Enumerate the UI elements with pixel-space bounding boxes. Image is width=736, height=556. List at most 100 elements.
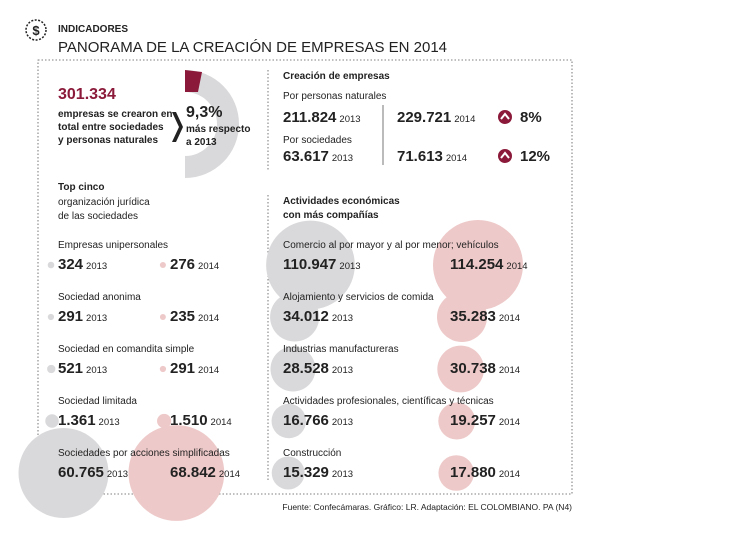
value-year: 2014 <box>454 114 475 125</box>
value: 34.012 2013 <box>283 308 353 325</box>
section-subtitle: de las sociedades <box>58 211 138 222</box>
up-chevron <box>500 151 510 159</box>
value: 28.528 2013 <box>283 360 353 377</box>
value: 114.254 2014 <box>450 256 528 273</box>
value-number: 68.842 <box>170 464 216 481</box>
value-number: 63.617 <box>283 148 329 165</box>
value-number: 30.738 <box>450 360 496 377</box>
bubble <box>157 413 172 429</box>
bubble <box>271 456 305 490</box>
value-year: 2014 <box>198 365 219 376</box>
value-number: 17.880 <box>450 464 496 481</box>
title: PANORAMA DE LA CREACIÓN DE EMPRESAS EN 2… <box>58 39 447 56</box>
value: 1.510 2014 <box>170 412 232 429</box>
bubble <box>159 261 166 269</box>
source: Fuente: Confecámaras. Gráfico: LR. Adapt… <box>282 502 572 512</box>
group-label: Por personas naturales <box>283 91 386 102</box>
total: 301.334 <box>58 86 116 103</box>
value-number: 324 <box>58 256 84 273</box>
kicker: INDICADORES <box>58 24 128 35</box>
icon-ring <box>25 19 47 41</box>
value: 60.765 2013 <box>58 464 128 481</box>
section-title: Creación de empresas <box>283 71 390 82</box>
value-year: 2013 <box>339 114 360 125</box>
value-number: 19.257 <box>450 412 496 429</box>
bubble <box>159 365 167 373</box>
value-number: 71.613 <box>397 148 443 165</box>
change: 8% <box>520 109 542 126</box>
row-label: Actividades profesionales, científicas y… <box>283 396 494 407</box>
value-number: 16.766 <box>283 412 329 429</box>
bubble <box>47 313 55 321</box>
value: 110.947 2013 <box>283 256 361 273</box>
change-note: más respecto <box>186 124 250 135</box>
bubbles <box>18 220 523 521</box>
value-year: 2013 <box>86 365 107 376</box>
row-label: Sociedad en comandita simple <box>58 344 195 355</box>
bubble <box>436 291 488 343</box>
description: total entre sociedades <box>58 122 164 133</box>
value-year: 2014 <box>211 417 232 428</box>
value: 15.329 2013 <box>283 464 353 481</box>
bubble <box>128 425 225 521</box>
value-number: 35.283 <box>450 308 496 325</box>
arrow <box>172 112 183 142</box>
bubble <box>271 403 307 439</box>
row-label: Sociedad anonima <box>58 292 141 303</box>
value-year: 2013 <box>86 313 107 324</box>
change: 12% <box>520 148 550 165</box>
bubble <box>266 220 355 310</box>
value: 35.283 2014 <box>450 308 520 325</box>
value: 211.824 2013 <box>283 109 361 126</box>
row-label: Empresas unipersonales <box>58 240 168 251</box>
value: 291 2014 <box>170 360 219 377</box>
value: 68.842 2014 <box>170 464 240 481</box>
value-year: 2013 <box>332 417 353 428</box>
section-title: Actividades económicas <box>283 196 400 207</box>
value: 235 2014 <box>170 308 219 325</box>
up-icon <box>498 110 512 124</box>
value-year: 2013 <box>332 365 353 376</box>
value-year: 2013 <box>86 261 107 272</box>
value: 521 2013 <box>58 360 107 377</box>
value-number: 110.947 <box>283 256 336 273</box>
value-year: 2013 <box>332 469 353 480</box>
value-year: 2014 <box>499 313 520 324</box>
up-chevron <box>500 112 510 120</box>
bubble <box>270 292 320 342</box>
value-number: 114.254 <box>450 256 504 273</box>
value: 63.617 2013 <box>283 148 353 165</box>
value-year: 2014 <box>506 261 527 272</box>
texts: INDICADORES PANORAMA DE LA CREACIÓN DE EM… <box>58 24 572 512</box>
value-number: 34.012 <box>283 308 329 325</box>
value-year: 2013 <box>332 153 353 164</box>
frame <box>37 59 573 495</box>
value-number: 211.824 <box>283 109 337 126</box>
value: 16.766 2013 <box>283 412 353 429</box>
icon-dollar: $ <box>32 23 40 38</box>
value-year: 2014 <box>499 469 520 480</box>
value-number: 276 <box>170 256 195 273</box>
bubble <box>159 314 166 320</box>
value-year: 2013 <box>107 469 128 480</box>
bubble <box>438 402 476 440</box>
donut <box>185 70 239 178</box>
value-number: 28.528 <box>283 360 329 377</box>
value-number: 291 <box>170 360 195 377</box>
section-subtitle: organización jurídica <box>58 197 150 208</box>
description: empresas se crearon en <box>58 109 173 120</box>
value-number: 521 <box>58 360 83 377</box>
up-icon <box>498 149 512 163</box>
value: 1.361 2013 <box>58 412 120 429</box>
bubble <box>47 261 55 269</box>
value-number: 229.721 <box>397 109 451 126</box>
value-number: 1.361 <box>58 412 96 429</box>
value-year: 2014 <box>499 417 520 428</box>
value-number: 291 <box>58 308 83 325</box>
value: 291 2013 <box>58 308 107 325</box>
value-year: 2013 <box>332 313 353 324</box>
group-label: Por sociedades <box>283 135 352 146</box>
value: 324 2013 <box>58 256 107 273</box>
value: 30.738 2014 <box>450 360 520 377</box>
